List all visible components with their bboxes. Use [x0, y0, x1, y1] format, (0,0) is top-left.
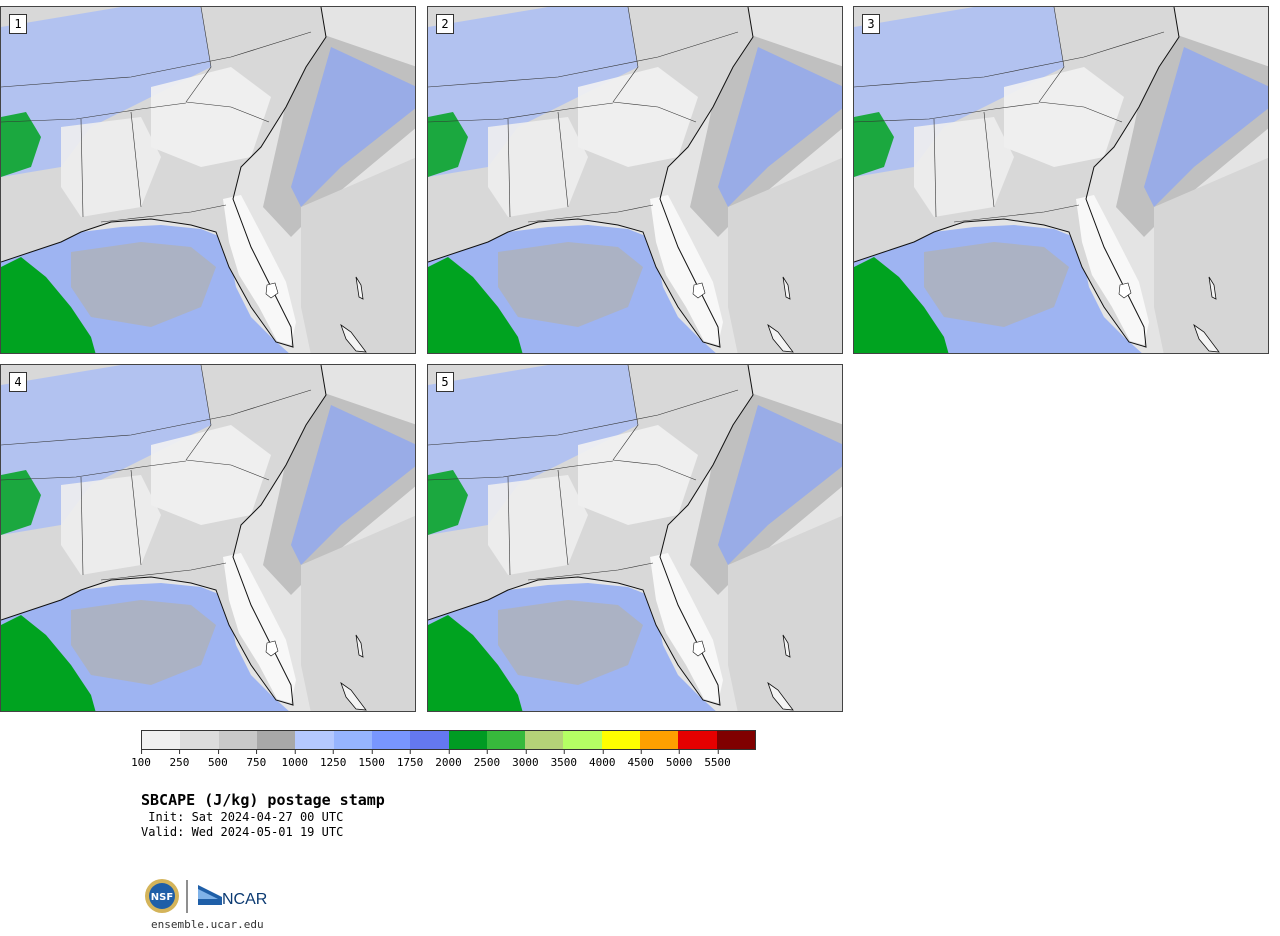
- colorbar-tick-label: 1250: [320, 750, 346, 769]
- panel-number: 3: [862, 14, 880, 34]
- colorbar-swatch: [563, 731, 602, 749]
- nsf-logo-text: NSF: [151, 892, 173, 903]
- colorbar-tick-label: 250: [170, 750, 189, 769]
- colorbar-swatch: [256, 731, 296, 749]
- colorbar-tick-label: 2500: [474, 750, 500, 769]
- colorbar-tick-label: 5000: [666, 750, 692, 769]
- colorbar-tick-label: 1000: [282, 750, 308, 769]
- colorbar-tick-label: 2000: [435, 750, 462, 769]
- panel-number: 2: [436, 14, 454, 34]
- map-panel-1: 1: [0, 6, 416, 354]
- logos: NSF NCAR: [144, 877, 274, 917]
- colorbar-tick-label: 4000: [589, 750, 616, 769]
- colorbar-tick-label: 3000: [512, 750, 539, 769]
- ncar-logo-text: NCAR: [222, 891, 267, 908]
- colorbar-tick-label: 500: [208, 750, 228, 769]
- colorbar-tick-label: 1500: [358, 750, 385, 769]
- colorbar-swatch: [486, 731, 526, 749]
- colorbar-swatch: [180, 731, 219, 749]
- map-panel-4: 4: [0, 364, 416, 712]
- colorbar-tick-label: 750: [246, 750, 266, 769]
- panel-number: 5: [436, 372, 454, 392]
- colorbar-swatch: [371, 731, 411, 749]
- colorbar-swatch: [525, 731, 564, 749]
- colorbar-ticks: 100 250 500 750 1000 1250 1500 1750 2000 2500 3000…: [131, 750, 756, 770]
- colorbar-swatch: [410, 731, 449, 749]
- valid-time: Valid: Wed 2024-05-01 19 UTC: [141, 825, 344, 839]
- ncar-logo: NCAR: [198, 885, 267, 908]
- colorbar-tick-label: 3500: [551, 750, 577, 769]
- colorbar-swatch: [333, 731, 372, 749]
- website-link[interactable]: ensemble.ucar.edu: [151, 918, 264, 931]
- init-time: Init: Sat 2024-04-27 00 UTC: [141, 810, 344, 824]
- colorbar-swatch: [678, 731, 717, 749]
- colorbar-tick-label: 100: [131, 750, 151, 769]
- colorbar-swatch: [640, 731, 679, 749]
- colorbar-swatch: [601, 731, 641, 749]
- panel-number: 4: [9, 372, 27, 392]
- panel-number: 1: [9, 14, 27, 34]
- chart-title: SBCAPE (J/kg) postage stamp: [141, 791, 385, 809]
- nsf-logo: NSF: [145, 879, 179, 913]
- colorbar-tick-label: 1750: [397, 750, 423, 769]
- colorbar-tick-label: 5500: [704, 750, 731, 769]
- colorbar-swatch: [448, 731, 487, 749]
- colorbar: [141, 730, 756, 750]
- title-block: SBCAPE (J/kg) postage stamp Init: Sat 20…: [141, 791, 385, 840]
- colorbar-swatch: [716, 731, 755, 749]
- map-panel-5: 5: [427, 364, 843, 712]
- map-panel-3: 3: [853, 6, 1269, 354]
- map-panel-2: 2: [427, 6, 843, 354]
- colorbar-tick-label: 4500: [627, 750, 654, 769]
- colorbar-swatch: [295, 731, 334, 749]
- colorbar-swatch: [142, 731, 181, 749]
- colorbar-swatch: [218, 731, 257, 749]
